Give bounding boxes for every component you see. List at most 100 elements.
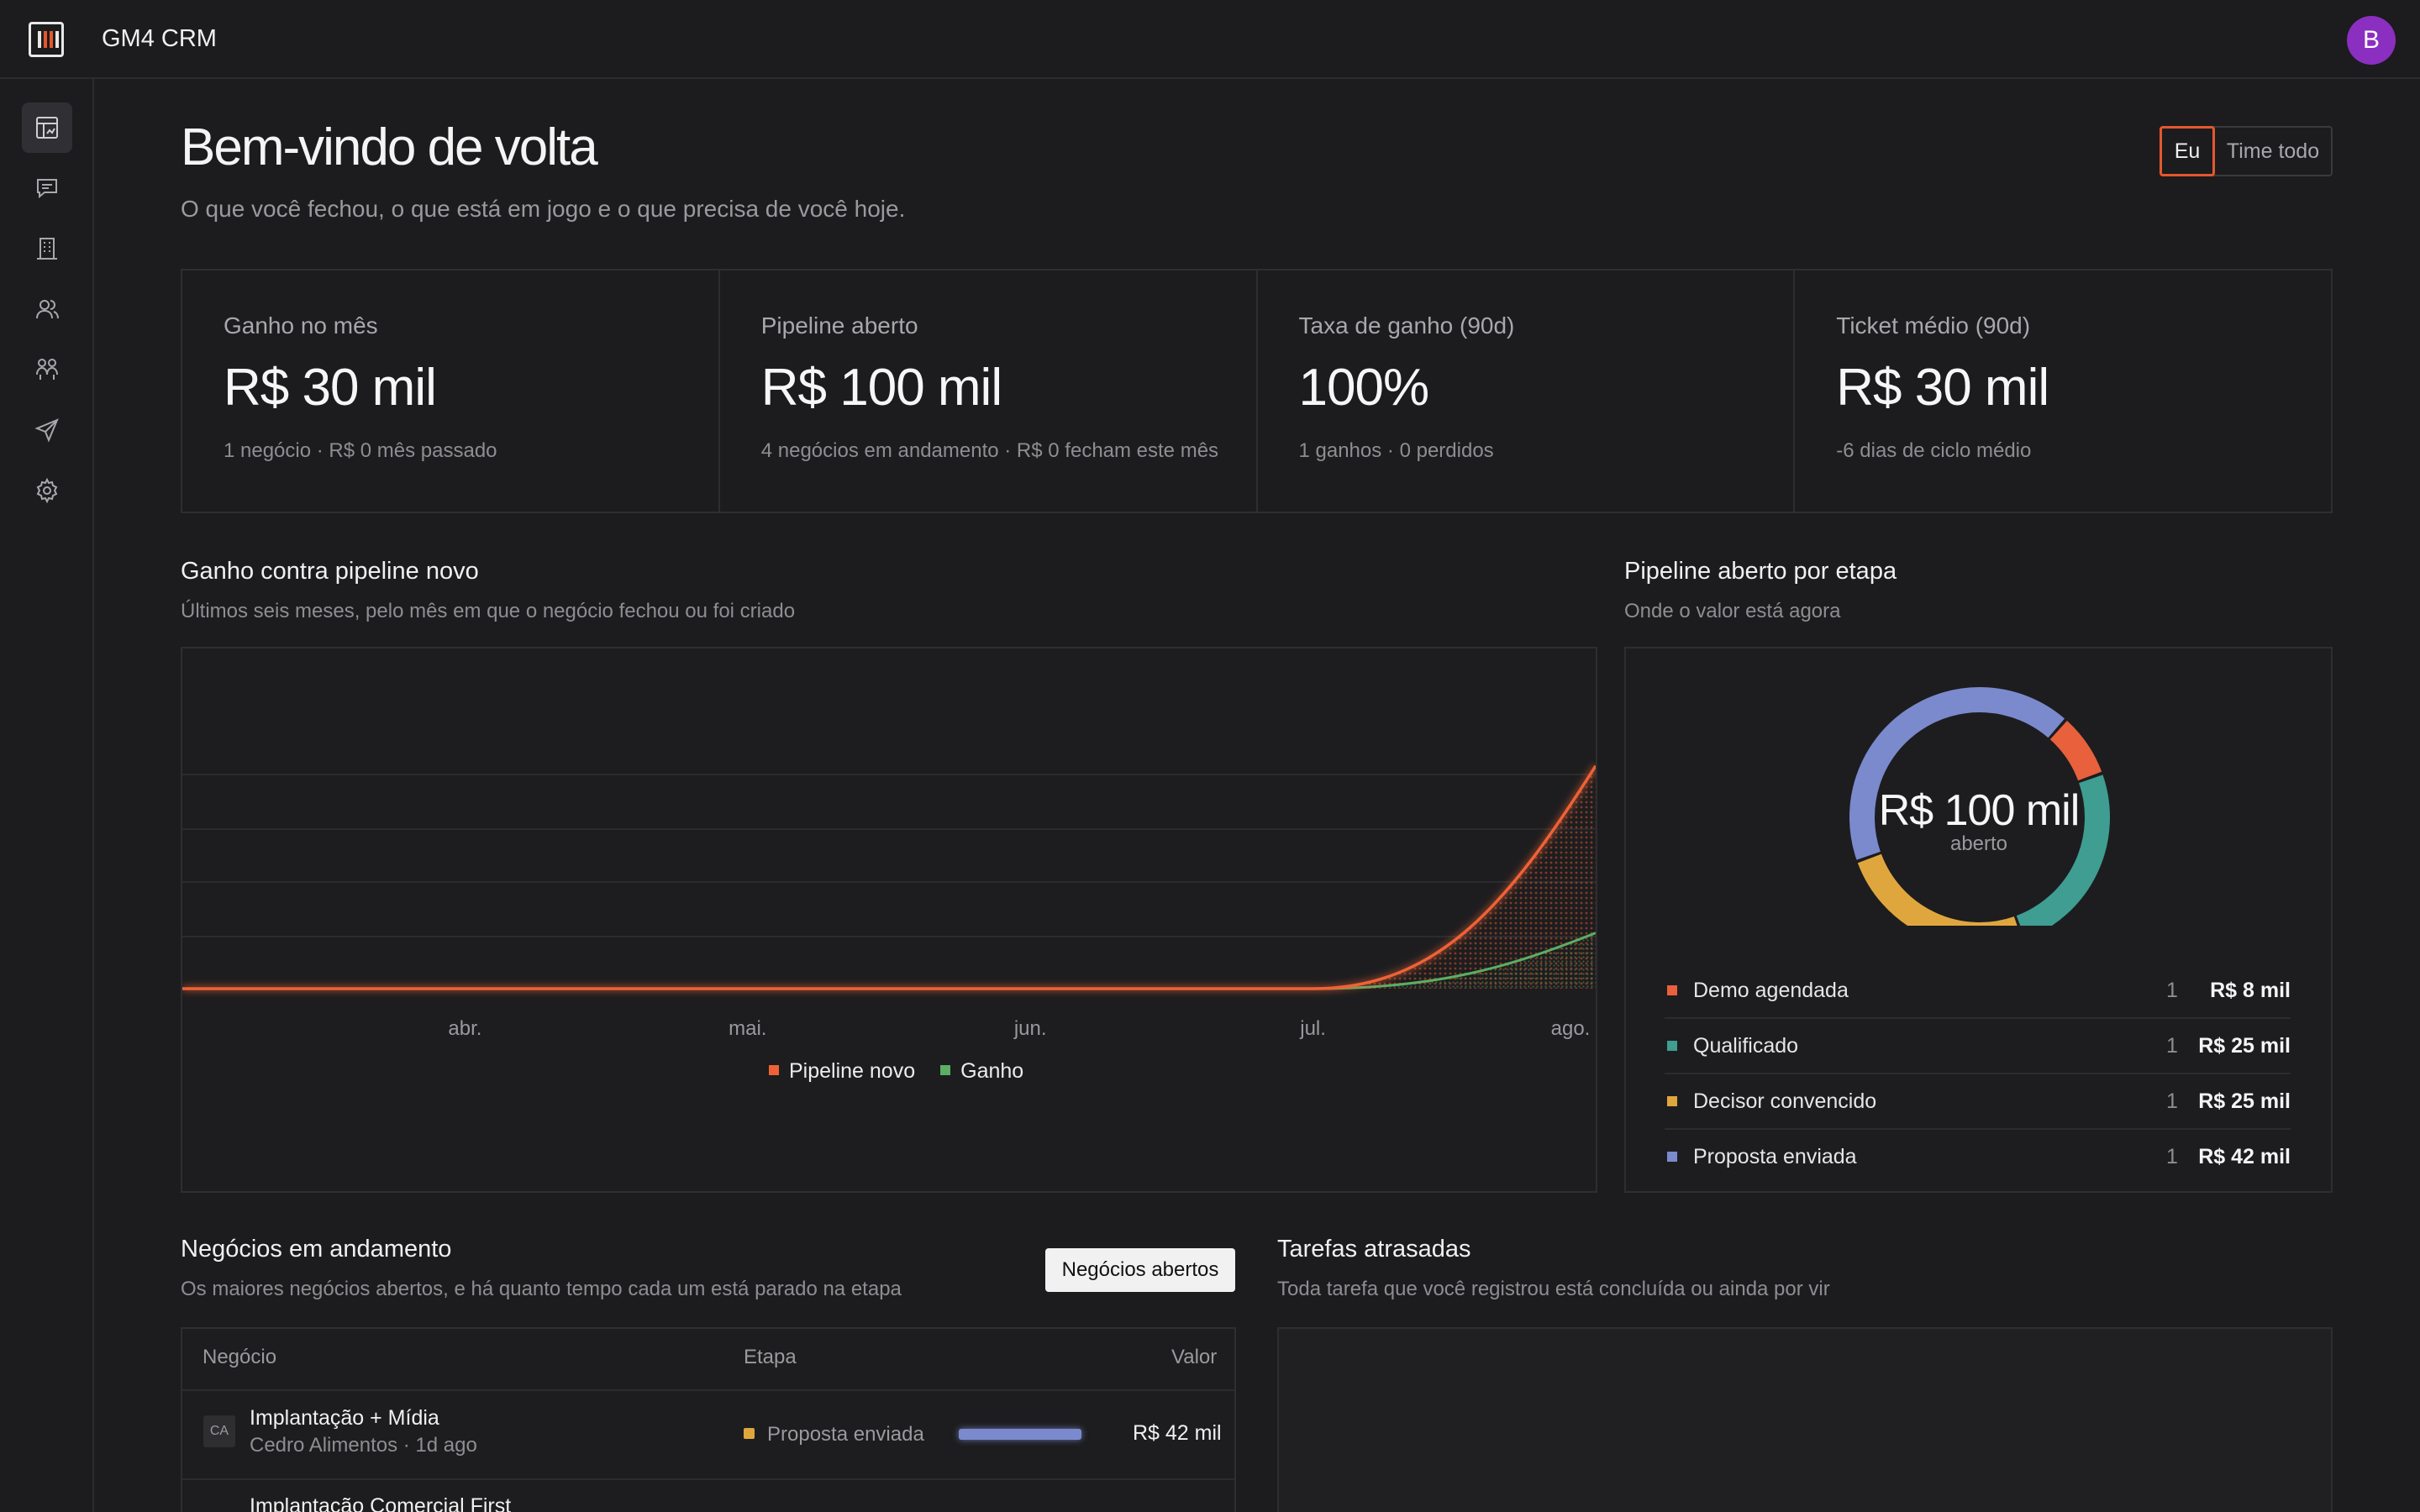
- stage-name: Demo agendada: [1693, 979, 1849, 1002]
- x-tick-label: jun.: [1013, 1017, 1047, 1040]
- stage-row[interactable]: Qualificado 1 R$ 25 mil: [1665, 1019, 2291, 1074]
- column-header-deal[interactable]: Negócio: [203, 1346, 277, 1368]
- sidebar: [0, 79, 94, 1512]
- x-tick-label: mai.: [729, 1017, 766, 1040]
- table-divider: [182, 1389, 1234, 1391]
- donut-total-value: R$ 100 mil: [1878, 786, 2081, 835]
- kpi-label: Taxa de ganho (90d): [1298, 312, 1515, 339]
- stage-value: R$ 42 mil: [2198, 1145, 2291, 1168]
- kpi-value: 100%: [1298, 359, 1430, 417]
- kpi-label: Ticket médio (90d): [1836, 312, 2031, 339]
- trend-chart-subtitle: Últimos seis meses, pelo mês em que o ne…: [181, 600, 796, 622]
- stage-value: R$ 8 mil: [2210, 979, 2291, 1002]
- legend-item-won: Ganho: [940, 1059, 1023, 1084]
- stage-value: R$ 25 mil: [2198, 1089, 2291, 1113]
- x-tick-label: jul.: [1299, 1017, 1326, 1040]
- stage-count: 1: [2166, 979, 2178, 1002]
- column-header-value[interactable]: Valor: [1171, 1346, 1218, 1368]
- stage-swatch: [1667, 1096, 1677, 1106]
- stage-swatch: [1667, 1152, 1677, 1162]
- deal-stage: Proposta enviada: [767, 1423, 924, 1446]
- kpi-value: R$ 30 mil: [224, 359, 437, 417]
- dashboard-icon: [36, 117, 58, 139]
- company-badge: CA: [203, 1415, 235, 1447]
- nav-companies[interactable]: [22, 223, 72, 274]
- scope-option-me[interactable]: Eu: [2160, 126, 2215, 176]
- column-header-stage[interactable]: Etapa: [744, 1346, 797, 1368]
- kpi-detail: 4 negócios em andamento · R$ 0 fecham es…: [760, 439, 1219, 462]
- stage-swatch: [1667, 985, 1677, 995]
- kpi-label: Pipeline aberto: [760, 312, 918, 339]
- kpi-value: R$ 30 mil: [1836, 359, 2049, 417]
- deals-title: Negócios em andamento: [181, 1236, 452, 1263]
- scope-option-team[interactable]: Time todo: [2226, 139, 2320, 163]
- page-title: Bem-vindo de volta: [181, 118, 598, 176]
- open-deals-button[interactable]: Negócios abertos: [1045, 1248, 1235, 1292]
- donut-total-label: aberto: [1949, 832, 2008, 855]
- kpi-detail: -6 dias de ciclo médio: [1836, 439, 2032, 462]
- donut-slice: [1857, 853, 2018, 926]
- tasks-subtitle: Toda tarefa que você registrou está conc…: [1277, 1278, 1830, 1300]
- nav-team[interactable]: [22, 344, 72, 395]
- kpi-value: R$ 100 mil: [760, 359, 1002, 417]
- donut-slice: [2016, 774, 2110, 926]
- stages-title: Pipeline aberto por etapa: [1624, 558, 1897, 585]
- stage-name: Proposta enviada: [1693, 1145, 1857, 1168]
- legend-swatch: [769, 1065, 779, 1076]
- top-bar: GM4 CRM B: [0, 0, 2420, 79]
- won-area: [182, 932, 1596, 989]
- app-title: GM4 CRM: [102, 25, 217, 52]
- building-icon: [37, 238, 57, 260]
- trend-chart-panel: abr. mai. jun. jul. ago. Pipeline novo Ganho: [181, 647, 1597, 1193]
- trend-chart-legend: Pipeline novo Ganho: [769, 1059, 1023, 1084]
- stages-donut-chart: [1849, 687, 2110, 926]
- stage-value: R$ 25 mil: [2198, 1034, 2291, 1058]
- nav-dashboard[interactable]: [22, 102, 72, 153]
- kpi-card: Taxa de ganho (90d) 100% 1 ganhos · 0 pe…: [1258, 270, 1796, 512]
- stage-age-bar: [959, 1429, 1081, 1440]
- stage-row[interactable]: Decisor convencido 1 R$ 25 mil: [1665, 1074, 2291, 1130]
- gear-icon: [36, 477, 58, 504]
- table-divider: [182, 1478, 1234, 1480]
- chat-icon: [37, 179, 57, 199]
- donut-slice: [1849, 687, 2065, 860]
- kpi-card: Ganho no mês R$ 30 mil 1 negócio · R$ 0 …: [182, 270, 720, 512]
- deals-subtitle: Os maiores negócios abertos, e há quanto…: [181, 1278, 902, 1300]
- send-icon: [34, 418, 59, 443]
- trend-chart: abr. mai. jun. jul. ago.: [182, 764, 1596, 1040]
- page-subtitle: O que você fechou, o que está em jogo e …: [181, 196, 906, 222]
- stage-swatch: [1667, 1041, 1677, 1051]
- x-tick-label: ago.: [1551, 1017, 1591, 1040]
- stage-count: 1: [2166, 1145, 2178, 1168]
- stage-swatch: [744, 1428, 755, 1439]
- scope-toggle: Eu Time todo: [2160, 126, 2333, 176]
- nav-settings[interactable]: [22, 465, 72, 516]
- nav-campaigns[interactable]: [22, 405, 72, 455]
- kpi-detail: 1 negócio · R$ 0 mês passado: [224, 439, 497, 462]
- tasks-title: Tarefas atrasadas: [1277, 1236, 1471, 1263]
- nav-conversations[interactable]: [22, 163, 72, 213]
- deal-value: R$ 42 mil: [1133, 1421, 1222, 1445]
- user-avatar[interactable]: B: [2347, 16, 2396, 65]
- stage-row[interactable]: Demo agendada 1 R$ 8 mil: [1665, 963, 2291, 1019]
- donut-slice: [2049, 721, 2102, 781]
- stage-row[interactable]: Proposta enviada 1 R$ 42 mil: [1665, 1130, 2291, 1185]
- kpi-card: Pipeline aberto R$ 100 mil 4 negócios em…: [720, 270, 1258, 512]
- team-icon: [36, 359, 58, 380]
- legend-swatch: [940, 1065, 951, 1076]
- app-logo-icon[interactable]: [29, 22, 64, 57]
- stage-name: Qualificado: [1693, 1034, 1799, 1058]
- deal-name: Implantação + Mídia: [250, 1406, 439, 1430]
- deals-table: [181, 1327, 1236, 1512]
- contacts-icon: [36, 300, 59, 319]
- nav-contacts[interactable]: [22, 284, 72, 334]
- trend-chart-title: Ganho contra pipeline novo: [181, 558, 479, 585]
- tasks-panel: [1277, 1327, 2333, 1512]
- kpi-detail: 1 ganhos · 0 perdidos: [1298, 439, 1494, 462]
- deal-meta: Cedro Alimentos · 1d ago: [250, 1434, 477, 1457]
- kpi-strip: Ganho no mês R$ 30 mil 1 negócio · R$ 0 …: [181, 269, 2333, 513]
- pipeline-area: [182, 765, 1596, 989]
- pipeline-line: [182, 764, 1596, 990]
- legend-item-pipeline: Pipeline novo: [769, 1059, 915, 1084]
- donut-center: R$ 100 mil aberto: [1807, 785, 2151, 856]
